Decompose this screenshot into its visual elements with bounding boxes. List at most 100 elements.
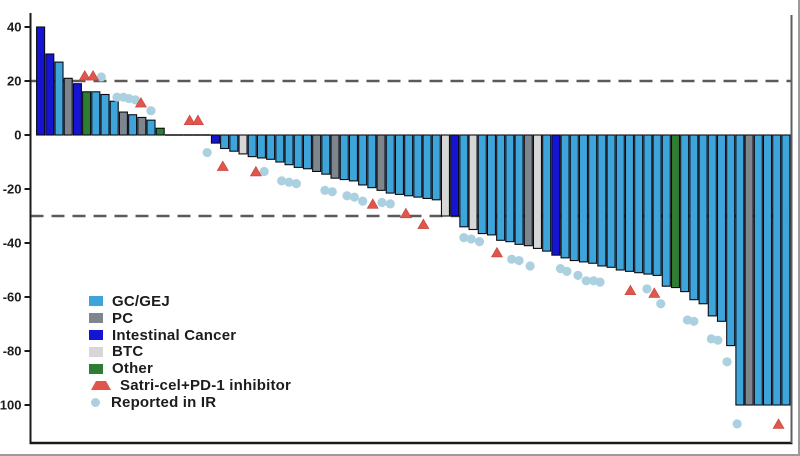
y-tick-label--100: -100 [0, 398, 22, 413]
bar-6 [82, 91, 92, 136]
bar-36 [358, 134, 368, 186]
intestinal-color-swatch [89, 329, 103, 340]
reported-ir-marker [291, 179, 301, 189]
bar-56 [542, 134, 552, 252]
bar-26 [266, 134, 276, 160]
bar-53 [514, 134, 524, 245]
legend: GC/GEJ PC Intestinal Cancer BTC Other Sa… [89, 293, 291, 411]
bar-73 [698, 134, 708, 305]
reported-ir-marker [349, 192, 359, 202]
bar-45 [440, 134, 451, 217]
bar-66 [634, 134, 644, 274]
satri-pd1-marker [87, 70, 100, 81]
reported-ir-marker [573, 270, 583, 280]
reported-ir-marker [96, 72, 106, 82]
satri-pd1-marker [490, 246, 504, 258]
bar-77 [735, 134, 745, 406]
btc-color-swatch [89, 346, 103, 357]
y-tick-label--80: -80 [3, 344, 22, 359]
reported-ir-marker [320, 185, 330, 195]
legend-item-reported-ir: Reported in IR [89, 394, 291, 411]
bar-25 [256, 134, 266, 159]
y-tick-label--60: -60 [3, 290, 22, 305]
bar-65 [624, 134, 635, 272]
reported-ir-marker [507, 254, 517, 264]
bar-47 [459, 134, 469, 228]
reported-ir-marker [474, 237, 485, 247]
bar-39 [385, 134, 395, 194]
reported-ir-marker [327, 187, 337, 197]
legend-label-gcgej: GC/GEJ [112, 292, 170, 310]
legend-item-gcgej: GC/GEJ [89, 293, 291, 310]
bar-69 [661, 134, 671, 287]
y-tick-label--40: -40 [3, 236, 22, 251]
reported-ir-marker [358, 196, 368, 206]
satri-pd1-marker [249, 165, 262, 177]
bar-57 [551, 134, 561, 256]
bar-30 [302, 134, 312, 170]
reported-ir-marker [202, 147, 212, 158]
bar-61 [588, 134, 598, 264]
satri-pd1-marker [78, 70, 91, 81]
reported-ir-marker [722, 357, 732, 367]
legend-item-satri-pd1: Satri-cel+PD-1 inhibitor [89, 377, 291, 394]
bar-70 [670, 134, 681, 289]
bar-21 [220, 134, 230, 150]
bar-58 [560, 134, 570, 259]
reported-ir-marker [377, 197, 387, 208]
bar-23 [238, 134, 248, 155]
bar-67 [643, 134, 653, 275]
bar-60 [578, 134, 589, 263]
reported-ir-marker [713, 335, 723, 345]
bar-29 [293, 134, 303, 168]
reported-ir-marker [581, 276, 591, 286]
pc-color-swatch [89, 313, 103, 324]
satri-pd1-marker [772, 418, 785, 429]
blue-circle-marker-icon [91, 397, 100, 407]
satri-pd1-marker [417, 218, 430, 229]
reported-ir-marker [689, 316, 699, 326]
satri-pd1-marker [183, 114, 196, 125]
bar-8 [100, 93, 110, 136]
legend-label-intestinal: Intestinal Cancer [112, 326, 237, 344]
bar-80 [762, 134, 773, 406]
bar-79 [753, 134, 763, 406]
satri-pd1-marker [191, 114, 204, 125]
satri-pd1-marker [624, 284, 637, 296]
legend-label-reported-ir: Reported in IR [111, 393, 217, 411]
legend-item-btc: BTC [89, 343, 291, 360]
bar-11 [128, 114, 138, 136]
reported-ir-marker [656, 299, 666, 309]
reported-ir-marker [130, 95, 140, 105]
reported-ir-marker [525, 261, 535, 271]
bar-2 [45, 53, 55, 136]
reported-ir-marker [112, 92, 122, 102]
bar-28 [284, 134, 294, 166]
bar-55 [532, 134, 543, 249]
bar-44 [431, 134, 441, 201]
bar-41 [404, 134, 414, 197]
satri-pd1-marker [216, 160, 229, 171]
bar-34 [339, 134, 349, 181]
bar-1 [36, 26, 46, 136]
legend-item-other: Other [89, 360, 291, 377]
legend-label-satri-pd1: Satri-cel+PD-1 inhibitor [120, 376, 292, 394]
reported-ir-marker [732, 419, 742, 429]
y-tick-label-40: 40 [7, 20, 21, 35]
bar-32 [321, 134, 331, 175]
bar-37 [367, 134, 377, 189]
reported-ir-marker [562, 266, 572, 276]
bar-82 [781, 134, 791, 406]
bar-38 [376, 134, 386, 191]
bar-35 [348, 134, 358, 182]
legend-label-other: Other [112, 360, 154, 378]
red-triangle-marker-icon [91, 380, 111, 390]
bar-22 [229, 134, 239, 152]
bar-4 [63, 77, 73, 136]
reported-ir-marker [284, 177, 294, 187]
bar-50 [486, 134, 497, 236]
bar-52 [505, 134, 515, 243]
satri-pd1-marker [134, 97, 147, 108]
